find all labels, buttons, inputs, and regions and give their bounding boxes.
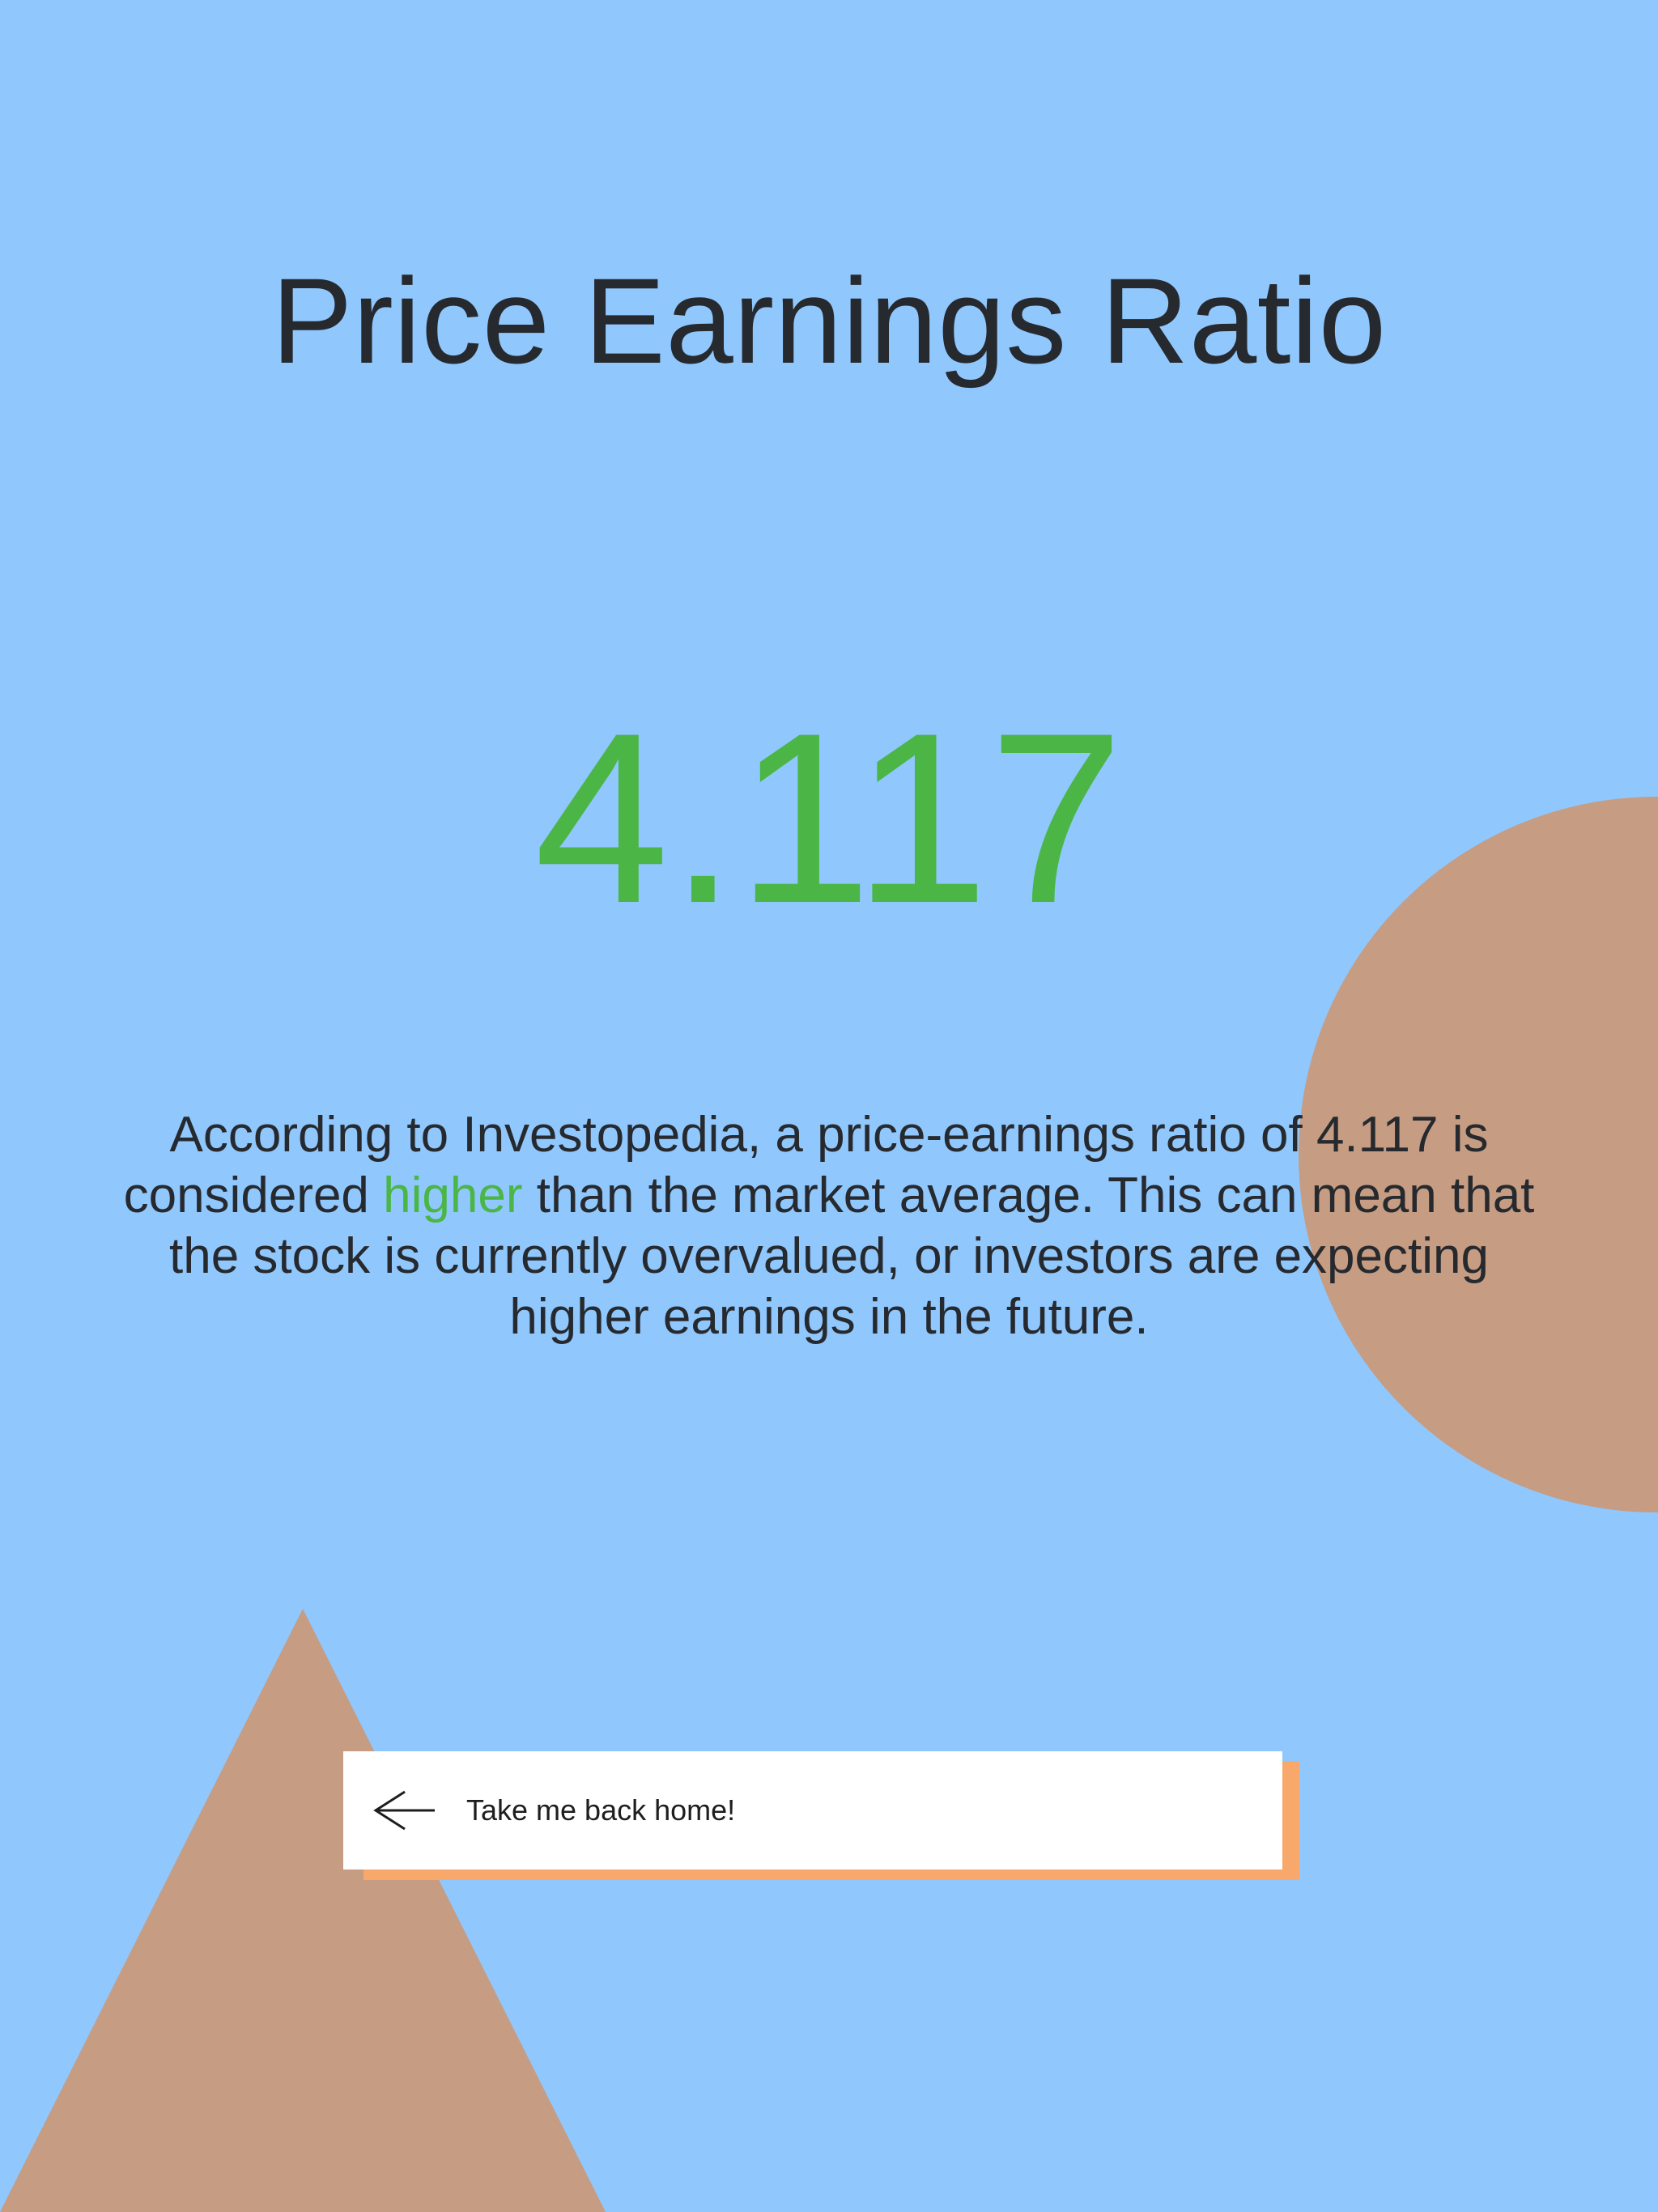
page-title: Price Earnings Ratio <box>271 253 1387 389</box>
arrow-left-icon <box>373 1790 435 1831</box>
description-text-start: According to Investopedia, a price-earni… <box>123 1107 1489 1223</box>
description-highlight: higher <box>383 1168 523 1223</box>
back-home-label: Take me back home! <box>466 1793 736 1827</box>
description-text-end: than the market average. This can mean t… <box>169 1168 1535 1345</box>
pe-ratio-value: 4.117 <box>534 682 1124 954</box>
decorative-triangle <box>0 1609 606 2212</box>
ratio-description: According to Investopedia, a price-earni… <box>121 1104 1537 1347</box>
back-home-button[interactable]: Take me back home! <box>343 1751 1282 1870</box>
